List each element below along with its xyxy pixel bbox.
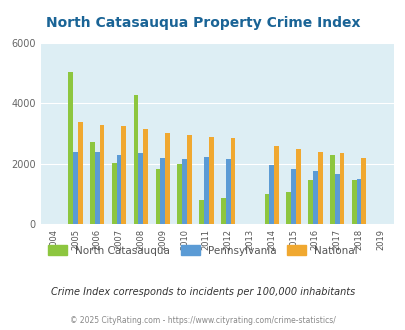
Bar xyxy=(286,192,290,224)
Text: Crime Index corresponds to incidents per 100,000 inhabitants: Crime Index corresponds to incidents per… xyxy=(51,287,354,297)
Bar xyxy=(133,95,138,224)
Bar xyxy=(273,147,278,224)
Bar xyxy=(198,200,203,224)
Bar xyxy=(264,194,269,224)
Bar xyxy=(116,154,121,224)
Bar xyxy=(121,126,126,224)
Bar xyxy=(186,135,191,224)
Bar xyxy=(143,129,148,224)
Bar xyxy=(307,180,312,224)
Bar xyxy=(155,169,160,224)
Bar xyxy=(78,121,83,224)
Bar xyxy=(339,153,343,224)
Bar xyxy=(360,158,365,224)
Bar xyxy=(329,155,334,224)
Bar xyxy=(160,158,165,224)
Bar xyxy=(356,179,360,224)
Bar xyxy=(165,133,169,224)
Bar xyxy=(225,159,230,224)
Bar xyxy=(95,152,100,224)
Bar xyxy=(138,153,143,224)
Bar xyxy=(220,198,225,224)
Bar xyxy=(182,159,186,224)
Bar xyxy=(290,169,295,224)
Bar xyxy=(177,164,182,224)
Text: © 2025 CityRating.com - https://www.cityrating.com/crime-statistics/: © 2025 CityRating.com - https://www.city… xyxy=(70,315,335,325)
Bar xyxy=(100,125,104,224)
Bar xyxy=(203,157,208,224)
Bar xyxy=(334,174,339,224)
Bar xyxy=(90,142,95,224)
Bar xyxy=(317,152,322,224)
Bar xyxy=(230,139,235,224)
Bar xyxy=(269,165,273,224)
Bar xyxy=(73,152,78,224)
Legend: North Catasauqua, Pennsylvania, National: North Catasauqua, Pennsylvania, National xyxy=(44,241,361,260)
Text: North Catasauqua Property Crime Index: North Catasauqua Property Crime Index xyxy=(46,16,359,30)
Bar xyxy=(112,163,116,224)
Bar xyxy=(351,180,356,224)
Bar xyxy=(312,171,317,224)
Bar xyxy=(295,149,300,224)
Bar xyxy=(68,72,73,224)
Bar xyxy=(208,137,213,224)
